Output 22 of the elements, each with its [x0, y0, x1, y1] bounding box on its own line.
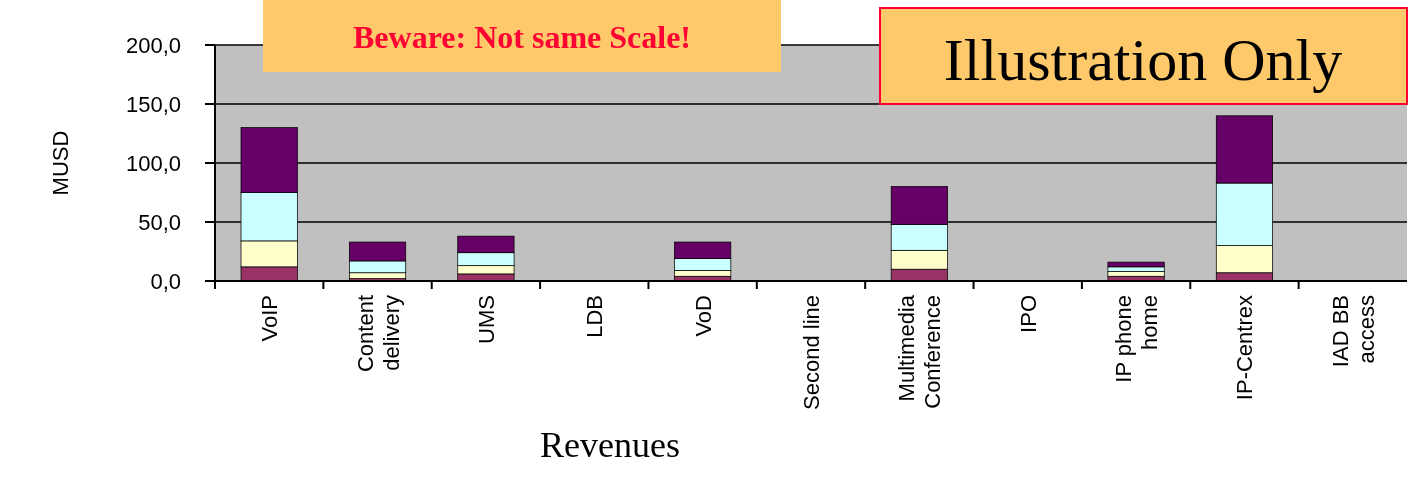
- x-axis-title: Revenues: [540, 425, 680, 465]
- y-tick-label: 100,0: [125, 150, 181, 176]
- x-tick-label: IPO: [1015, 295, 1041, 333]
- x-tick-label: IP phone home: [1111, 295, 1163, 383]
- x-tick-label: IP-Centrex: [1232, 295, 1258, 401]
- y-tick-label: 150,0: [125, 91, 181, 117]
- x-tick-label: LDB: [582, 295, 608, 338]
- bar: [1107, 261, 1165, 268]
- annotation: Illustration Only: [943, 27, 1343, 93]
- x-tick-label: Content delivery: [352, 295, 404, 373]
- x-tick-label: IAD BB access: [1327, 295, 1379, 368]
- x-tick-label: Second line: [799, 295, 824, 410]
- x-tick-label: VoD: [690, 295, 716, 337]
- bar: [1107, 271, 1165, 277]
- annotation: Beware: Not same Scale!: [353, 19, 691, 55]
- y-tick-label: 50,0: [138, 209, 181, 235]
- y-tick-label: 0,0: [150, 268, 181, 294]
- x-tick-label: UMS: [473, 295, 499, 344]
- y-axis-title: MUSD: [48, 130, 73, 196]
- x-tick-label: Multimedia Conference: [894, 294, 946, 409]
- y-tick-label: 200,0: [125, 32, 181, 58]
- x-tick-label: VoIP: [257, 295, 283, 342]
